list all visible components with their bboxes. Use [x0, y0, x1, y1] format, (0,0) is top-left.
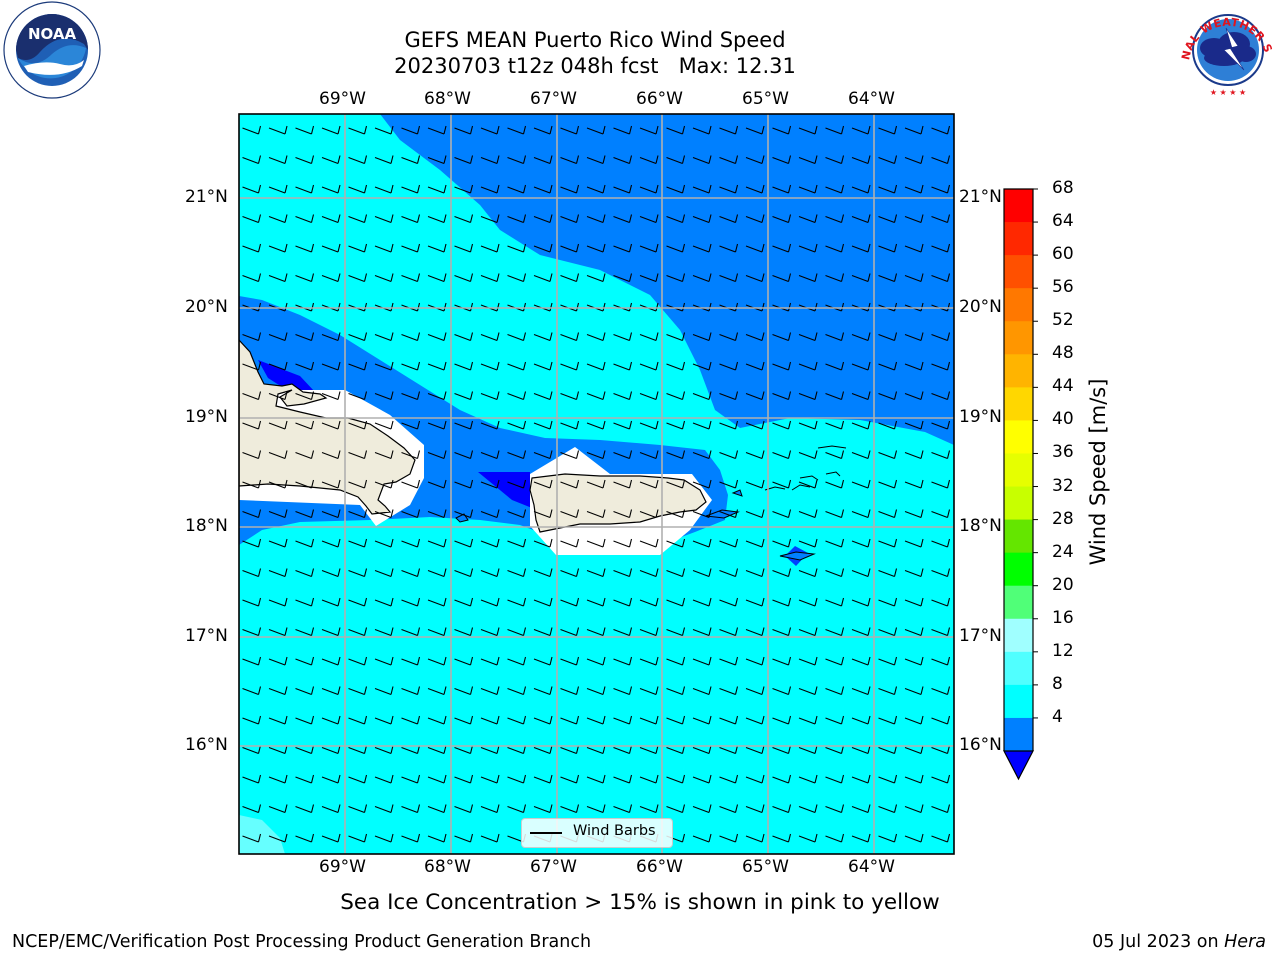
colorbar-segment — [1004, 618, 1033, 653]
lon-label-bottom: 64°W — [848, 857, 895, 877]
legend-label: Wind Barbs — [573, 823, 656, 839]
lon-label-top: 69°W — [319, 89, 366, 109]
colorbar-tick-label: 64 — [1052, 211, 1074, 232]
lat-label-right: 18°N — [959, 516, 1002, 536]
chart-title: GEFS MEAN Puerto Rico Wind Speed — [404, 28, 786, 52]
lon-label-bottom: 69°W — [319, 857, 366, 877]
wind-barb-legend-line — [530, 832, 562, 834]
lon-label-top: 66°W — [636, 89, 683, 109]
colorbar-segment — [1004, 387, 1033, 421]
noaa-logo: NOAA — [3, 1, 101, 99]
colorbar-tick-label: 44 — [1052, 376, 1074, 397]
colorbar-segment — [1004, 585, 1033, 620]
map-frame — [238, 113, 955, 855]
lon-label-top: 68°W — [424, 89, 471, 109]
lat-label-left: 20°N — [185, 297, 228, 317]
colorbar-segment — [1004, 684, 1033, 719]
colorbar-segment — [1004, 486, 1033, 521]
colorbar-segment — [1004, 222, 1033, 256]
colorbar-tick-label: 12 — [1052, 640, 1074, 661]
lat-label-right: 19°N — [959, 407, 1002, 427]
colorbar-tick-label: 60 — [1052, 244, 1074, 265]
lat-label-left: 21°N — [185, 187, 228, 207]
sea-ice-caption: Sea Ice Concentration > 15% is shown in … — [340, 890, 940, 915]
colorbar-tick-label: 36 — [1052, 442, 1074, 463]
legend: Wind Barbs — [521, 818, 673, 848]
colorbar-segment — [1004, 189, 1033, 223]
colorbar-segment — [1004, 519, 1033, 554]
colorbar-tick-label: 4 — [1052, 706, 1063, 727]
gridlines — [239, 114, 954, 854]
wind-barbs — [239, 114, 954, 854]
colorbar-tick-label: 8 — [1052, 673, 1063, 694]
lat-label-right: 16°N — [959, 735, 1002, 755]
colorbar-tick-label: 40 — [1052, 409, 1074, 430]
colorbar-segment — [1004, 717, 1033, 752]
footer-date-text: 05 Jul 2023 on — [1092, 932, 1225, 952]
footer-date: 05 Jul 2023 on Hera — [1092, 932, 1266, 952]
colorbar — [1003, 188, 1038, 781]
footer-credit: NCEP/EMC/Verification Post Processing Pr… — [12, 932, 592, 952]
lon-label-bottom: 68°W — [424, 857, 471, 877]
colorbar-tick-label: 56 — [1052, 277, 1074, 298]
noaa-logo-text: NOAA — [28, 25, 77, 43]
nws-logo: NATIONAL WEATHER SERVICE ★ ★ ★ ★ — [1176, 0, 1275, 97]
footer-host: Hera — [1224, 932, 1266, 952]
colorbar-segment — [1004, 255, 1033, 289]
lon-label-top: 64°W — [848, 89, 895, 109]
colorbar-tick-label: 24 — [1052, 541, 1074, 562]
colorbar-tick-label: 20 — [1052, 574, 1074, 595]
chart-subtitle: 20230703 t12z 048h fcst Max: 12.31 — [394, 54, 796, 78]
colorbar-tick-label: 32 — [1052, 475, 1074, 496]
colorbar-segment — [1004, 420, 1033, 454]
colorbar-segment — [1004, 354, 1033, 388]
colorbar-tick-label: 48 — [1052, 343, 1074, 364]
lon-label-bottom: 65°W — [742, 857, 789, 877]
colorbar-segment — [1004, 321, 1033, 355]
colorbar-tick-label: 52 — [1052, 310, 1074, 331]
lat-label-left: 17°N — [185, 626, 228, 646]
colorbar-tick-label: 68 — [1052, 178, 1074, 198]
colorbar-segment — [1004, 651, 1033, 686]
lat-label-right: 17°N — [959, 626, 1002, 646]
colorbar-frame — [1003, 188, 1034, 751]
colorbar-label: Wind Speed [m/s] — [1086, 378, 1110, 566]
lat-label-right: 20°N — [959, 297, 1002, 317]
lon-label-bottom: 67°W — [530, 857, 577, 877]
lat-label-left: 16°N — [185, 735, 228, 755]
colorbar-segment — [1004, 552, 1033, 587]
colorbar-segment — [1004, 288, 1033, 322]
colorbar-extend-arrow — [1003, 750, 1034, 781]
lat-label-right: 21°N — [959, 187, 1002, 207]
lat-label-left: 19°N — [185, 407, 228, 427]
colorbar-tick-label: 28 — [1052, 508, 1074, 529]
colorbar-segment — [1004, 453, 1033, 488]
colorbar-tick-label: 16 — [1052, 607, 1074, 628]
lon-label-bottom: 66°W — [636, 857, 683, 877]
lon-label-top: 65°W — [742, 89, 789, 109]
lon-label-top: 67°W — [530, 89, 577, 109]
lat-label-left: 18°N — [185, 516, 228, 536]
svg-text:★ ★ ★ ★: ★ ★ ★ ★ — [1210, 88, 1246, 97]
